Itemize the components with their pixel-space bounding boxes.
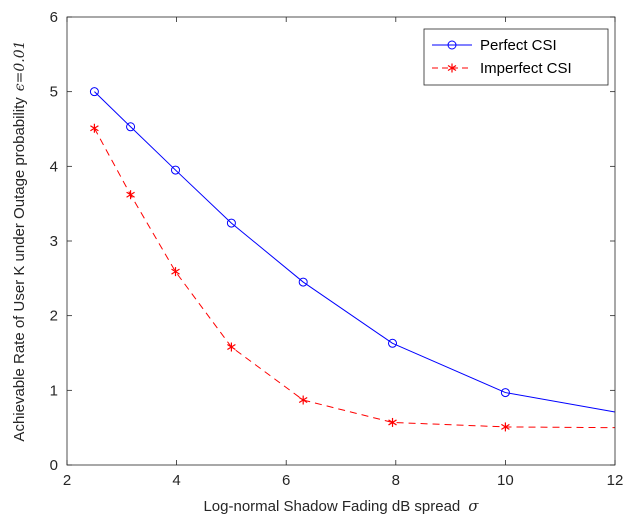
legend-label-perfect-csi: Perfect CSI <box>480 37 557 54</box>
data-point-perfect-csi <box>126 122 136 132</box>
legend-label-imperfect-csi: Imperfect CSI <box>480 60 572 77</box>
y-tick-label: 2 <box>50 308 58 325</box>
series-line-imperfect-csi <box>93 128 616 429</box>
x-axis-label-text: Log-normal Shadow Fading dB spread <box>203 498 460 515</box>
x-tick-label: 4 <box>172 472 180 489</box>
data-point-imperfect-csi <box>171 267 180 277</box>
plot-area <box>67 17 615 465</box>
legend-box <box>423 28 609 86</box>
data-point-perfect-csi <box>89 87 99 97</box>
data-point-imperfect-csi <box>126 190 135 200</box>
y-tick-label: 0 <box>50 457 58 474</box>
y-tick-label: 1 <box>50 382 58 399</box>
legend-marker-imperfect-csi <box>447 63 457 73</box>
data-point-perfect-csi <box>500 388 510 398</box>
series-line-perfect-csi <box>94 91 616 413</box>
legend-marker-perfect-csi <box>447 40 457 50</box>
x-tick-label: 8 <box>392 472 400 489</box>
y-tick-label: 4 <box>50 158 58 175</box>
x-axis-label-symbol: σ <box>468 497 479 515</box>
y-axis-label-symbol: ϵ=0.01 <box>12 40 28 91</box>
data-point-imperfect-csi <box>227 342 236 352</box>
y-tick-label: 3 <box>50 233 58 250</box>
legend: Perfect CSI Imperfect CSI <box>423 28 609 86</box>
data-point-imperfect-csi <box>90 123 99 133</box>
y-tick-label: 6 <box>50 9 58 26</box>
x-tick-label: 2 <box>63 472 71 489</box>
data-point-perfect-csi <box>388 338 398 348</box>
y-tick-label: 5 <box>50 84 58 101</box>
data-point-imperfect-csi <box>388 417 397 427</box>
x-tick-label: 12 <box>607 472 624 489</box>
x-axis-label: Log-normal Shadow Fading dB spread σ <box>203 497 479 515</box>
x-tick-label: 10 <box>497 472 514 489</box>
series-layer <box>89 87 616 432</box>
y-axis-label: Achievable Rate of User K under Outage p… <box>11 40 28 441</box>
data-point-perfect-csi <box>298 277 308 287</box>
data-point-imperfect-csi <box>298 395 308 405</box>
data-point-perfect-csi <box>226 218 236 228</box>
data-point-imperfect-csi <box>501 422 510 432</box>
x-tick-label: 6 <box>282 472 290 489</box>
y-axis-label-text: Achievable Rate of User K under Outage p… <box>11 97 28 442</box>
data-point-perfect-csi <box>171 165 181 175</box>
